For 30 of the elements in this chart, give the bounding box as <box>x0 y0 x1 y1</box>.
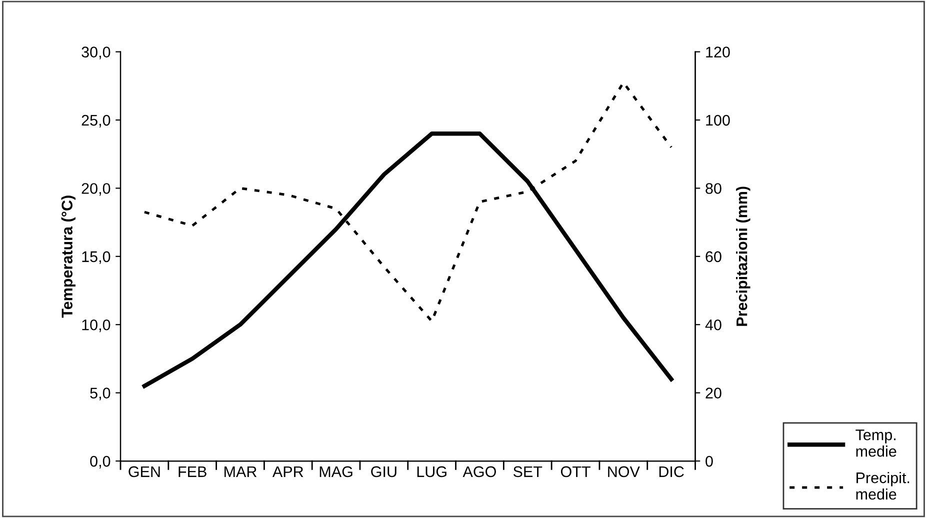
y2-tick-label: 100 <box>706 114 730 126</box>
y2-tick-label: 0 <box>706 456 713 467</box>
y-tick-label: 5,0 <box>90 388 110 400</box>
x-tick-label: AGO <box>462 466 496 478</box>
y-tick-label: 15,0 <box>82 251 110 264</box>
y-tick-label: 20,0 <box>82 183 110 196</box>
y2-axis-title: Precipitazioni (mm) <box>736 186 750 326</box>
y-tick-label: 30,0 <box>82 46 110 60</box>
x-tick-label: GIU <box>371 466 396 478</box>
y-tick-label: 25,0 <box>82 114 110 128</box>
y2-tick-label: 20 <box>706 388 722 399</box>
legend-label: Temp. medie <box>856 430 896 457</box>
y-tick-label: 10,0 <box>82 319 110 332</box>
y2-tick-label: 80 <box>706 183 722 194</box>
x-tick-label: LUG <box>417 466 446 478</box>
y2-tick-label: 120 <box>706 46 730 58</box>
x-tick-label: OTT <box>560 466 590 478</box>
y-tick-label: 0,0 <box>90 456 110 469</box>
x-tick-label: NOV <box>608 466 640 478</box>
x-tick-label: MAG <box>320 466 352 478</box>
x-tick-label: GEN <box>128 466 160 478</box>
y2-tick-label: 60 <box>706 251 722 262</box>
y2-tick-label: 40 <box>705 319 722 330</box>
x-tick-label: MAR <box>224 466 257 477</box>
y-axis-title: Temperatura (°C) <box>61 196 76 318</box>
legend-label: Precipit. medie <box>856 472 910 500</box>
x-tick-label: FEB <box>178 466 206 477</box>
x-tick-label: APR <box>272 466 304 477</box>
x-tick-label: DIC <box>659 466 684 478</box>
x-tick-label: SET <box>513 466 542 478</box>
